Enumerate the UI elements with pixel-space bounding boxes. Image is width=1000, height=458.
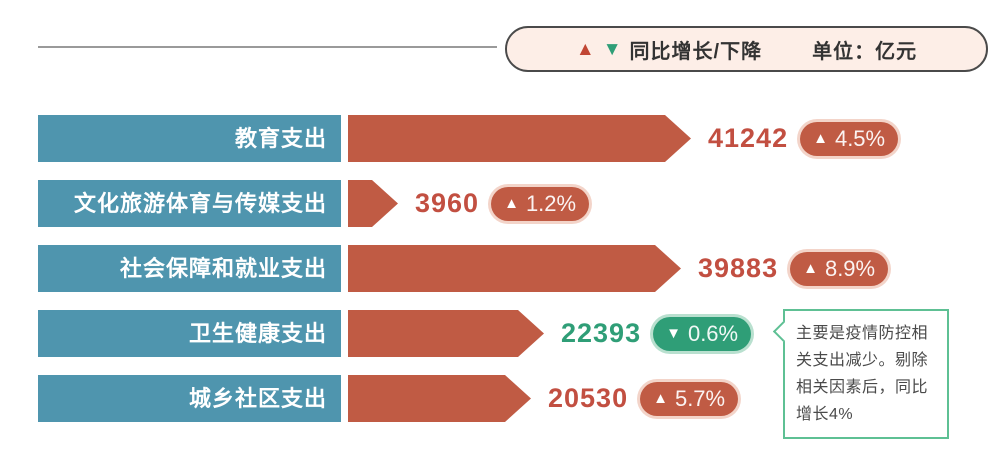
chart-row: 社会保障和就业支出 39883 ▲ 8.9% [38, 245, 898, 292]
annotation-text: 主要是疫情防控相关支出减少。剔除相关因素后，同比增长4% [796, 325, 929, 423]
change-badge: ▲ 5.7% [640, 381, 739, 416]
legend-up-triangle-icon: ▲ [575, 38, 595, 60]
annotation-callout: 主要是疫情防控相关支出减少。剔除相关因素后，同比增长4% [783, 309, 949, 439]
value-label: 22393 [561, 318, 642, 348]
legend-pill: ▲ ▼ 同比增长/下降 单位：亿元 [505, 26, 988, 72]
chart-row: 文化旅游体育与传媒支出 3960 ▲ 1.2% [38, 180, 898, 227]
change-badge: ▼ 0.6% [653, 316, 752, 351]
value-bar-arrow [348, 245, 681, 292]
change-up-triangle-icon: ▲ [653, 390, 668, 407]
unit-label: 单位：亿元 [812, 40, 918, 63]
category-label: 卫生健康支出 [38, 310, 341, 357]
change-down-triangle-icon: ▼ [666, 325, 681, 342]
change-percent-label: 0.6% [687, 320, 739, 346]
change-percent-label: 1.2% [525, 190, 577, 216]
legend-down-triangle-icon: ▼ [602, 38, 622, 60]
change-badge: ▲ 8.9% [790, 251, 889, 286]
category-label: 社会保障和就业支出 [38, 245, 341, 292]
change-percent-label: 5.7% [674, 385, 726, 411]
value-bar-arrow [348, 310, 544, 357]
bar-rows: 教育支出 41242 ▲ 4.5% 文化旅游体育与传媒支出 3960 ▲ 1.2… [38, 115, 899, 440]
value-bar-arrow [348, 180, 398, 227]
chart-row: 城乡社区支出 20530 ▲ 5.7% [38, 375, 898, 422]
value-label: 20530 [548, 383, 629, 413]
chart-row: 教育支出 41242 ▲ 4.5% [38, 115, 899, 162]
change-up-triangle-icon: ▲ [803, 260, 818, 277]
category-label: 教育支出 [38, 115, 341, 162]
value-bar-arrow [348, 115, 691, 162]
change-badge: ▲ 1.2% [491, 186, 590, 221]
header-rule-line [38, 46, 497, 48]
value-label: 41242 [708, 123, 789, 153]
change-percent-label: 4.5% [834, 125, 886, 151]
value-label: 3960 [415, 188, 480, 218]
change-badge: ▲ 4.5% [800, 121, 899, 156]
change-up-triangle-icon: ▲ [813, 130, 828, 147]
category-label: 城乡社区支出 [38, 375, 341, 422]
value-label: 39883 [698, 253, 779, 283]
category-label: 文化旅游体育与传媒支出 [38, 180, 341, 227]
value-bar-arrow [348, 375, 531, 422]
chart-row: 卫生健康支出 22393 ▼ 0.6% [38, 310, 898, 357]
legend-label: 同比增长/下降 [629, 40, 763, 63]
change-percent-label: 8.9% [824, 255, 876, 281]
change-up-triangle-icon: ▲ [504, 195, 519, 212]
